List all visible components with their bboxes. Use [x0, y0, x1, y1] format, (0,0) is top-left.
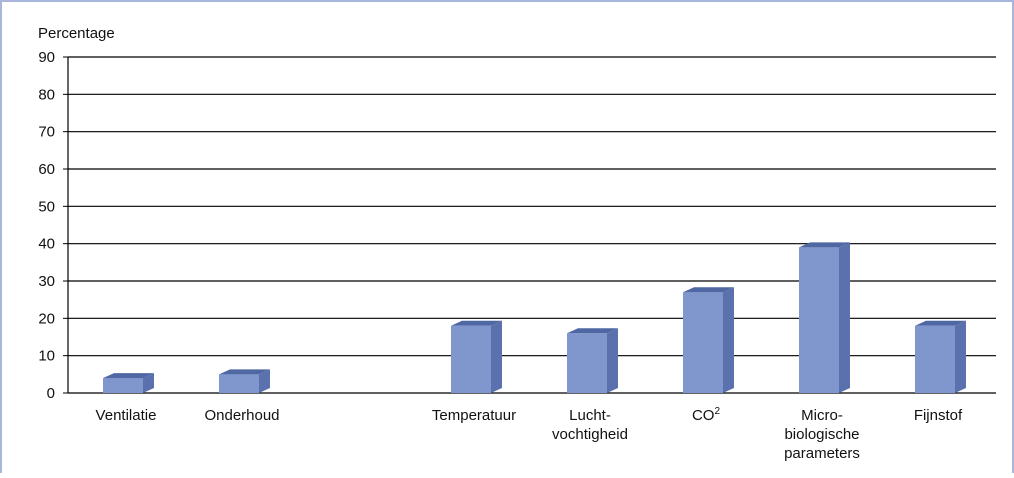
x-tick-label: Micro- [801, 407, 843, 424]
bar-side [723, 287, 734, 393]
bar-top [683, 287, 734, 293]
x-tick-label: Lucht- [569, 407, 611, 424]
bar-side [607, 328, 618, 393]
bar-front [219, 374, 259, 393]
y-tick-labels: 0 10 20 30 40 50 60 70 80 90 [38, 49, 55, 402]
x-tick-labels: Ventilatie Onderhoud Temperatuur Lucht-voch… [96, 406, 963, 462]
x-tick-label: Temperatuur [432, 407, 516, 424]
y-tick-label: 10 [38, 348, 55, 365]
bar-lucht-vochtigheid [567, 328, 618, 393]
x-tick-label: vochtigheid [552, 426, 628, 443]
y-tick-label: 90 [38, 49, 55, 66]
bar-front [103, 378, 143, 393]
bar-front [567, 333, 607, 393]
x-tick-label: parameters [784, 445, 860, 462]
y-tick-label: 60 [38, 161, 55, 178]
bar-top [915, 320, 966, 326]
bar-top [799, 242, 850, 248]
bar-top [219, 369, 270, 375]
bar-top [103, 373, 154, 379]
bar-side [143, 373, 154, 393]
x-tick-label: Fijnstof [914, 407, 963, 424]
gridlines [63, 56, 996, 394]
bar-top [567, 328, 618, 334]
bar-front [451, 325, 491, 393]
y-tick-label: 50 [38, 198, 55, 215]
y-axis-label: Percentage [38, 25, 115, 42]
y-tick-label: 20 [38, 310, 55, 327]
bar-front [915, 325, 955, 393]
bar-fijnstof [915, 320, 966, 393]
y-tick-label: 0 [47, 385, 55, 402]
bar-side [955, 320, 966, 393]
y-tick-label: 70 [38, 124, 55, 141]
bar-front [683, 292, 723, 393]
bar-top [451, 320, 502, 326]
bar-onderhoud [219, 369, 270, 393]
bar-side [491, 320, 502, 393]
bar-temperatuur [451, 320, 502, 393]
y-tick-label: 80 [38, 86, 55, 103]
x-tick-label: Onderhoud [204, 407, 279, 424]
bar-front [799, 247, 839, 393]
x-tick-label: biologische [784, 426, 859, 443]
bar-side [839, 242, 850, 393]
bar-ventilatie [103, 373, 154, 393]
bar-micro-biologische-parameters [799, 242, 850, 393]
y-tick-label: 40 [38, 236, 55, 253]
bar-co2 [683, 287, 734, 393]
bars [103, 242, 966, 393]
bar-side [259, 369, 270, 393]
y-tick-label: 30 [38, 273, 55, 290]
x-tick-label: CO2 [692, 406, 721, 424]
x-tick-label: Ventilatie [96, 407, 157, 424]
